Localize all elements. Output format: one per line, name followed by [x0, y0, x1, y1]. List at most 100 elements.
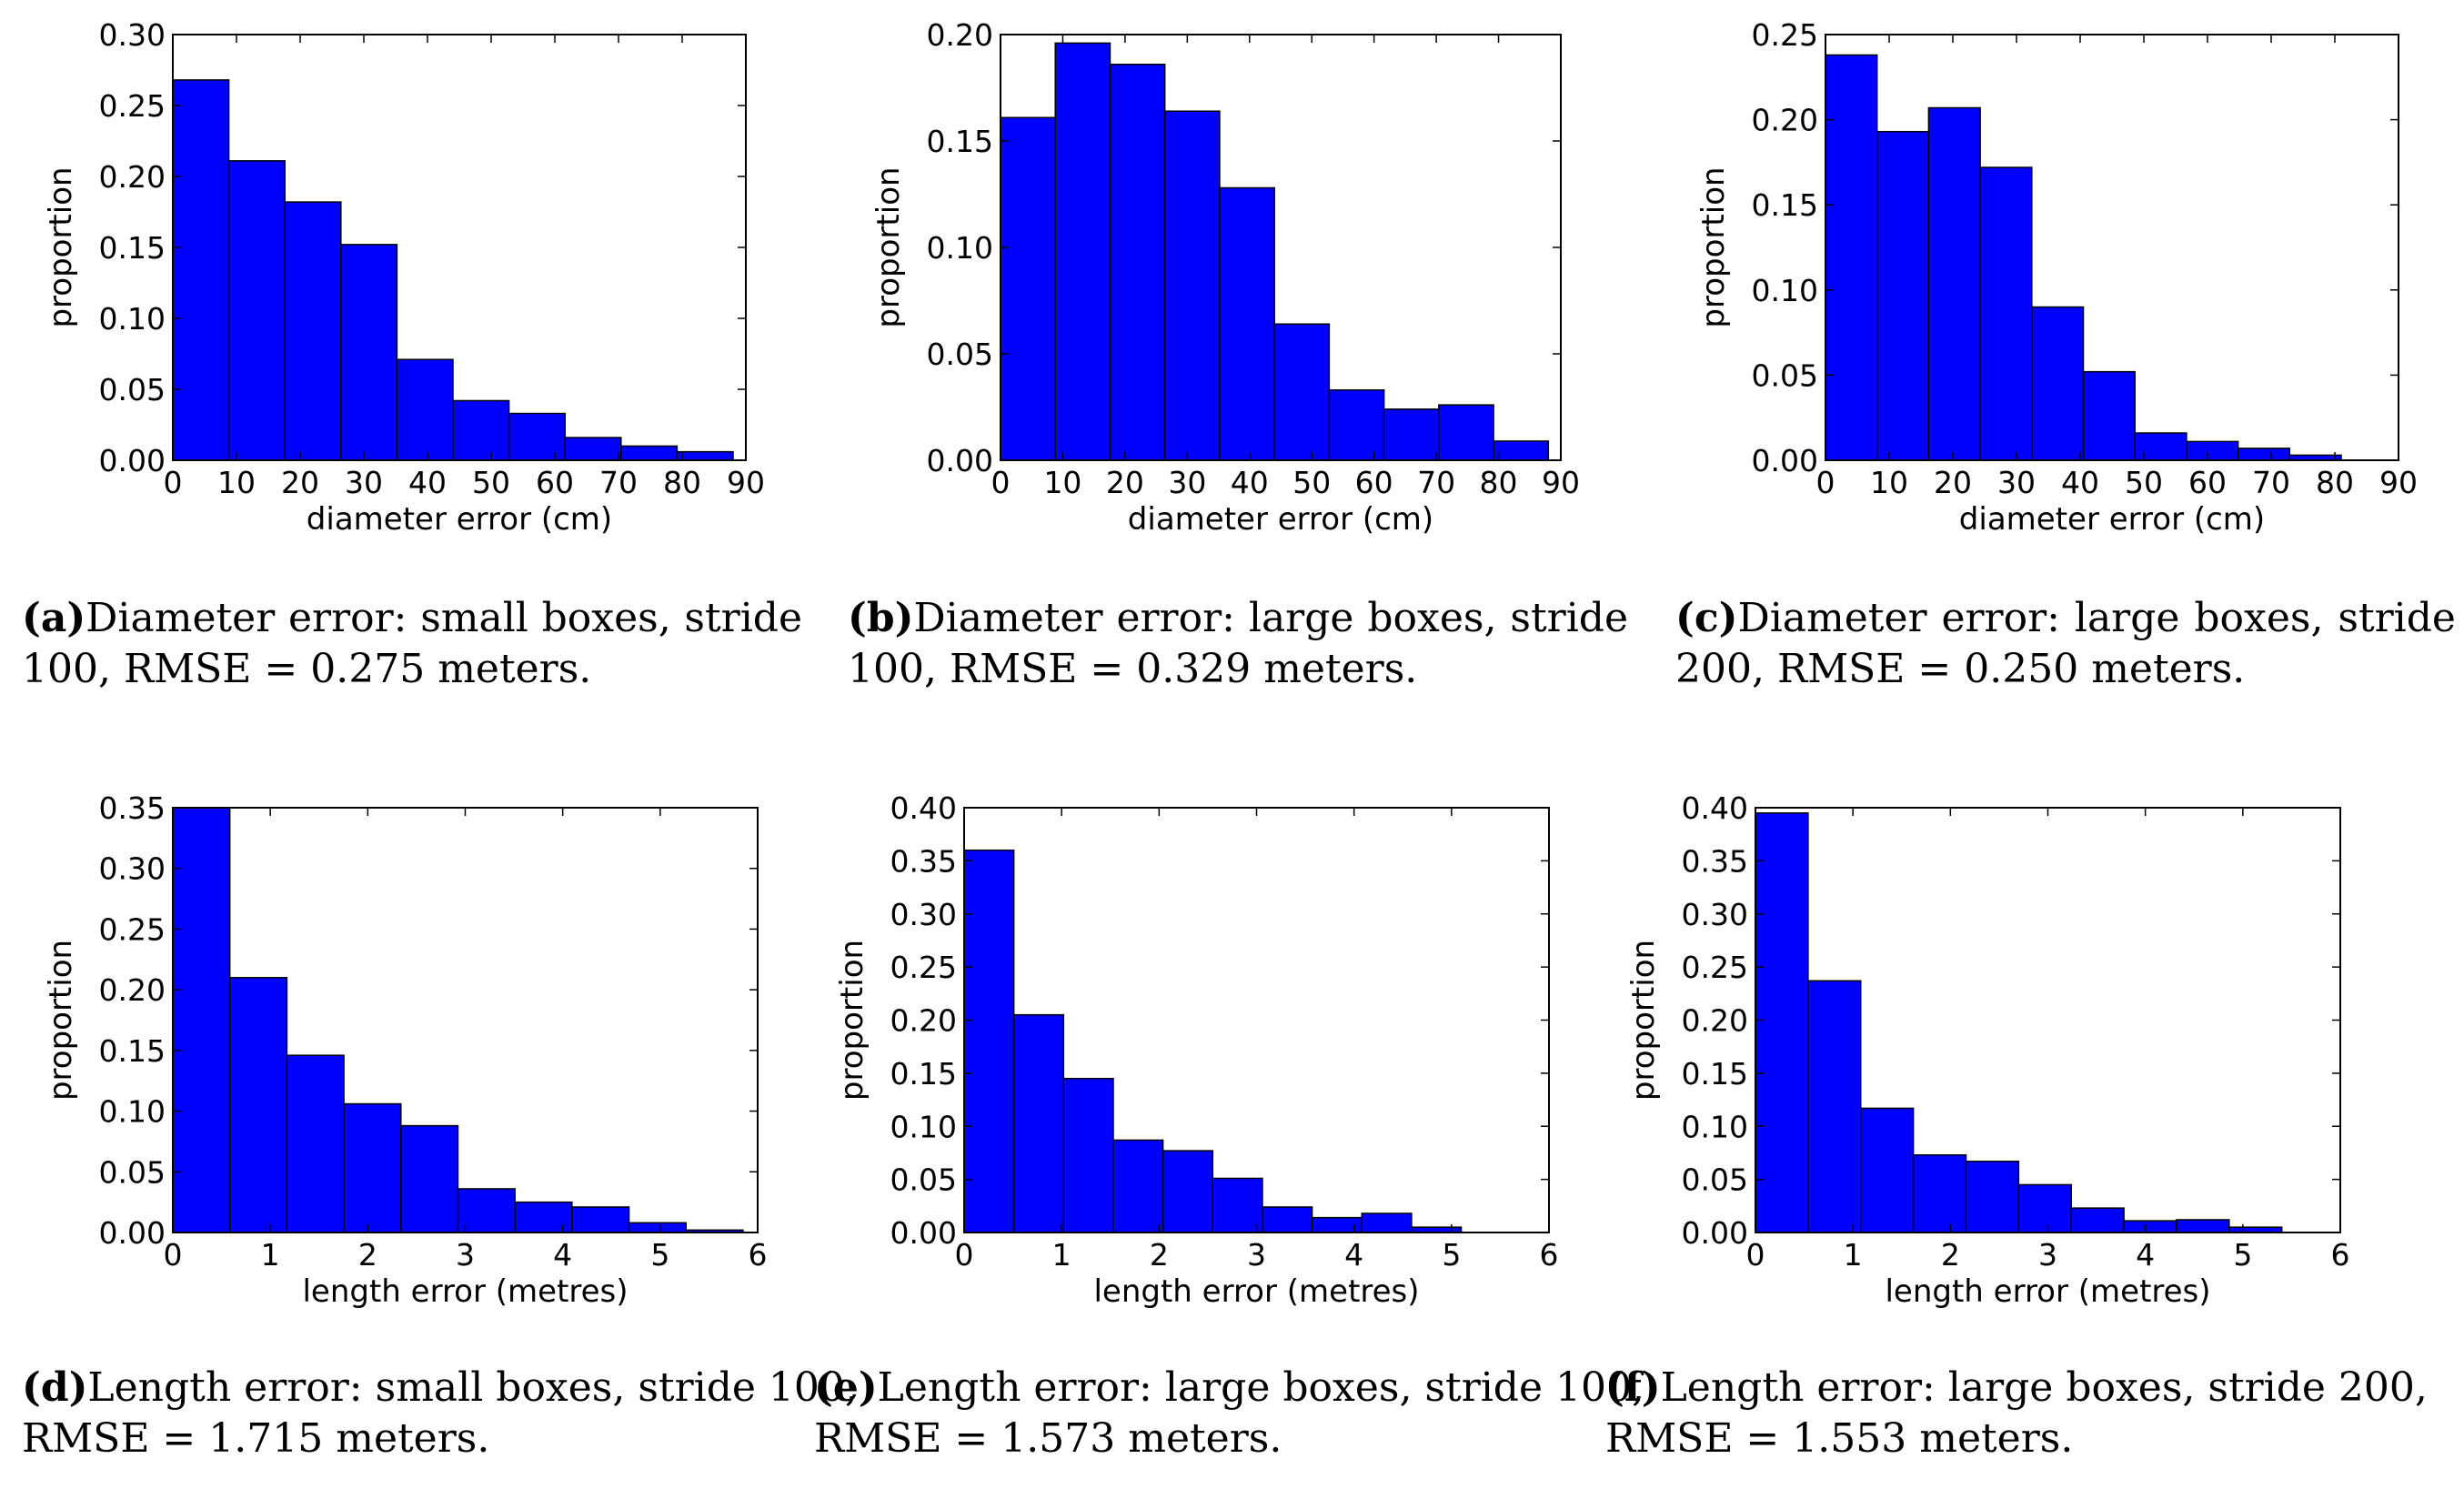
histogram-bar	[1383, 408, 1440, 461]
x-tick-label: 4	[2136, 1237, 2155, 1273]
caption-word: large	[2074, 595, 2180, 641]
histogram-bar	[1438, 404, 1494, 461]
caption-token: (e)Length error: large boxes, stride 100…	[814, 1364, 1644, 1411]
x-axis-label: diameter error (cm)	[1959, 501, 2265, 538]
y-axis-label: proportion	[1625, 940, 1662, 1101]
y-tick-label: 0.00	[890, 1215, 957, 1251]
x-tick-label: 70	[599, 465, 638, 500]
x-tick-label: 5	[1442, 1237, 1461, 1273]
y-axis-label: proportion	[43, 940, 79, 1101]
histogram-bar	[1054, 42, 1111, 461]
histogram-bar	[1262, 1206, 1313, 1233]
x-tick-label: 5	[650, 1237, 669, 1273]
histogram-bar	[676, 450, 734, 461]
caption-label: (c)	[1675, 595, 1738, 641]
y-tick-label: 0.00	[1752, 443, 1818, 478]
y-tick-label: 0.15	[99, 230, 166, 266]
y-axis-label: proportion	[834, 940, 870, 1101]
y-tick-label: 0.05	[1752, 357, 1818, 393]
caption-line-1: (b)Diameter error: large boxes, stride	[848, 593, 1628, 644]
caption-token: (d)Length error: small boxes, stride 100…	[22, 1364, 858, 1411]
caption-b: (b)Diameter error: large boxes, stride 100, R…	[848, 593, 1628, 695]
caption-word: error:	[1116, 595, 1235, 641]
caption-line-2: 100, RMSE = 0.329 meters.	[848, 646, 1418, 692]
x-tick-label: 30	[1168, 465, 1206, 500]
histogram-bar	[172, 807, 231, 1233]
caption-token: boxes,	[2194, 593, 2323, 644]
x-tick-label: 10	[1043, 465, 1081, 500]
y-tick-label: 0.40	[1682, 790, 1748, 826]
x-tick-label: 6	[749, 1237, 768, 1273]
histogram-bar	[2082, 370, 2136, 461]
histogram-bar	[1112, 1139, 1164, 1233]
caption-line-1: (d)Length error: small boxes, stride 100…	[22, 1363, 858, 1414]
histogram-bar	[2186, 440, 2239, 461]
caption-token: stride	[684, 593, 802, 644]
caption-token: (f)Length error: large boxes, stride 200…	[1605, 1364, 2428, 1411]
x-tick-label: 2	[1150, 1237, 1169, 1273]
histogram-bar	[2176, 1219, 2230, 1233]
y-tick-label: 0.05	[99, 1154, 166, 1190]
x-tick-label: 0	[164, 465, 183, 500]
y-tick-label: 0.40	[890, 790, 957, 826]
histogram-bar	[1361, 1212, 1413, 1233]
caption-token: small	[420, 593, 528, 644]
histogram-bar	[1807, 980, 1862, 1233]
histogram-bar	[2237, 448, 2291, 461]
caption-line-1: (e)Length error: large boxes, stride 100…	[814, 1363, 1644, 1414]
caption-word: stride	[684, 595, 802, 641]
x-tick-label: 10	[217, 465, 256, 500]
caption-token: error:	[1941, 593, 2059, 644]
y-tick-label: 0.25	[99, 911, 166, 947]
caption-word: boxes,	[541, 595, 671, 641]
histogram-bar	[2070, 1207, 2125, 1233]
histogram-bar	[1876, 130, 1930, 461]
x-tick-label: 80	[1480, 465, 1518, 500]
y-tick-label: 0.10	[927, 230, 993, 266]
x-tick-label: 50	[1292, 465, 1331, 500]
y-axis-label: proportion	[1695, 166, 1732, 327]
x-tick-label: 60	[1355, 465, 1393, 500]
x-tick-label: 1	[1052, 1237, 1071, 1273]
histogram-bar	[564, 437, 622, 461]
histogram-bar	[228, 977, 288, 1233]
y-tick-label: 0.15	[890, 1056, 957, 1092]
histogram-bar	[396, 358, 454, 461]
histogram-bar	[2017, 1183, 2072, 1233]
x-tick-label: 2	[358, 1237, 377, 1273]
chart-panel-f: 0 1 2 3 4 5 6 0.00 0.05 0.10 0.15 0.20 0.25 0.30 0.35 0…	[1625, 790, 2350, 1310]
y-tick-label: 0.35	[890, 843, 957, 879]
x-tick-label: 40	[2061, 465, 2099, 500]
x-axis-label: diameter error (cm)	[1128, 501, 1433, 538]
x-tick-label: 80	[2316, 465, 2354, 500]
y-tick-label: 0.30	[1682, 897, 1748, 932]
x-tick-label: 6	[1540, 1237, 1559, 1273]
x-tick-label: 60	[536, 465, 574, 500]
caption-line-2: RMSE = 1.573 meters.	[814, 1415, 1282, 1462]
histogram-bar	[508, 412, 566, 461]
histogram-bar	[2031, 306, 2085, 461]
histogram-bar	[1927, 106, 1981, 461]
x-tick-label: 80	[663, 465, 701, 500]
caption-label: (e)	[814, 1364, 878, 1411]
caption-word: error:	[1941, 595, 2060, 641]
caption-line-1: (f)Length error: large boxes, stride 200…	[1605, 1363, 2428, 1414]
caption-line-2: 100, RMSE = 0.275 meters.	[22, 646, 592, 692]
chart-panel-e: 0 1 2 3 4 5 6 0.00 0.05 0.10 0.15 0.20 0.25 0.30 0.35 0…	[834, 790, 1559, 1310]
x-tick-label: 40	[408, 465, 447, 500]
caption-token: (b)Diameter	[848, 593, 1103, 644]
x-tick-label: 90	[727, 465, 765, 500]
caption-word: large	[1248, 595, 1354, 641]
y-tick-label: 0.10	[1682, 1109, 1748, 1144]
x-tick-label: 4	[1344, 1237, 1363, 1273]
caption-token: error:	[288, 593, 407, 644]
histogram-bar	[452, 399, 510, 461]
histogram-bar	[1012, 1013, 1065, 1233]
x-tick-label: 4	[553, 1237, 572, 1273]
caption-label: (f)	[1605, 1364, 1661, 1411]
caption-token: large	[2075, 593, 2180, 644]
histogram-bar	[340, 244, 398, 461]
x-tick-label: 0	[1746, 1237, 1765, 1273]
x-tick-label: 10	[1870, 465, 1908, 500]
